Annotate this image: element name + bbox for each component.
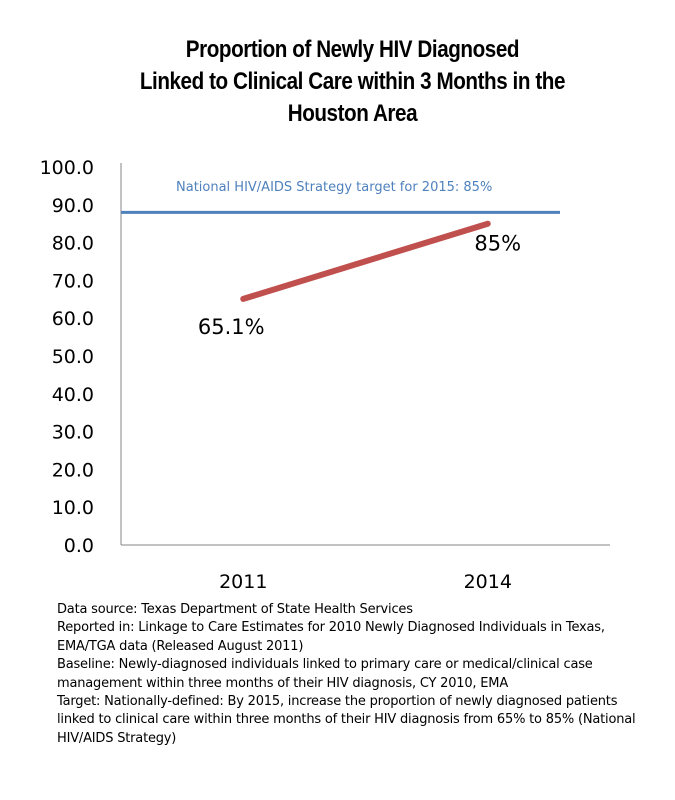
- target-line-label: National HIV/AIDS Strategy target for 20…: [176, 180, 492, 195]
- data-label: 65.1%: [198, 315, 265, 339]
- note-target: Target: Nationally-defined: By 2015, inc…: [57, 694, 636, 746]
- chart-title: Proportion of Newly HIV Diagnosed Linked…: [49, 34, 655, 130]
- y-tick-label: 30.0: [52, 422, 94, 444]
- y-tick-label: 50.0: [52, 346, 94, 368]
- series-group: [240, 220, 491, 302]
- y-tick-label: 60.0: [52, 308, 94, 330]
- y-tick-label: 70.0: [52, 270, 94, 292]
- x-tick-label: 2011: [219, 571, 267, 593]
- y-tick-label: 80.0: [52, 233, 94, 255]
- y-tick-label: 0.0: [64, 535, 94, 557]
- chart-notes: Data source: Texas Department of State H…: [57, 601, 657, 748]
- y-tick-label: 100.0: [40, 157, 94, 179]
- y-tick-label: 40.0: [52, 384, 94, 406]
- y-tick-label: 20.0: [52, 459, 94, 481]
- y-axis-ticks: 0.0 10.0 20.0 30.0 40.0 50.0 60.0 70.0 80.0 90.0 1…: [40, 157, 94, 557]
- chart-title-line-2: Linked to Clinical Care within 3 Months …: [139, 68, 566, 95]
- note-reported-in: Reported in: Linkage to Care Estimates f…: [57, 620, 605, 654]
- x-axis-ticks: 2011 2014: [219, 571, 512, 593]
- target-line-group: National HIV/AIDS Strategy target for 20…: [121, 180, 560, 214]
- note-baseline: Baseline: Newly-diagnosed individuals li…: [57, 657, 593, 691]
- x-tick-label: 2014: [464, 571, 512, 593]
- data-label: 85%: [474, 232, 521, 256]
- data-labels: 65.1% 85%: [198, 232, 521, 339]
- chart-title-line-1: Proportion of Newly HIV Diagnosed: [185, 36, 520, 63]
- y-tick-label: 90.0: [52, 195, 94, 217]
- note-data-source: Data source: Texas Department of State H…: [57, 602, 413, 617]
- chart-title-line-3: Houston Area: [287, 100, 418, 127]
- series-line: [240, 220, 491, 302]
- chart-axes: [120, 163, 610, 546]
- y-tick-label: 10.0: [52, 497, 94, 519]
- line-chart: 0.0 10.0 20.0 30.0 40.0 50.0 60.0 70.0 80.0 90.0 1…: [40, 157, 610, 593]
